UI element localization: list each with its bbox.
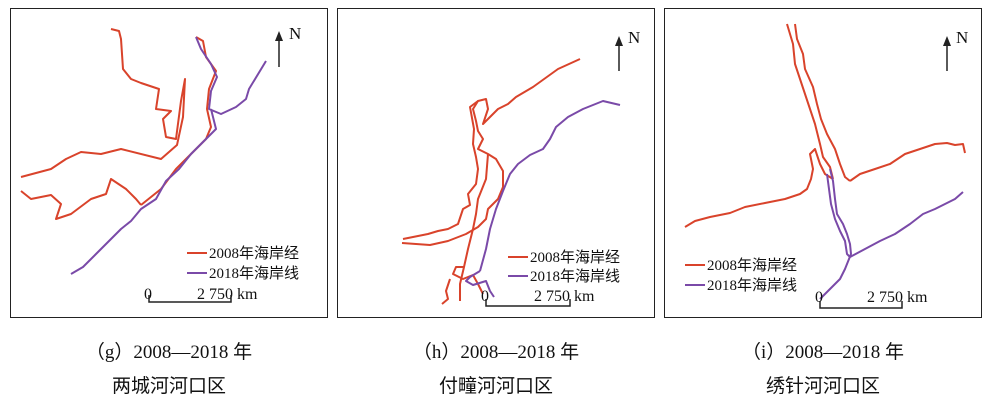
coastline-2018-i <box>819 168 964 300</box>
coastline-2008-i <box>684 23 966 228</box>
legend-2008-g: 2008年海岸经 <box>209 245 299 262</box>
legend-2008-i: 2008年海岸经 <box>707 257 797 274</box>
scale-bar-i: 0 2 750 km <box>815 289 928 309</box>
legend-h: 2008年海岸经 2018年海岸线 <box>508 249 620 285</box>
caption-i-line2: 绣针河河口区 <box>765 376 880 397</box>
north-arrow-h: N <box>615 28 640 71</box>
scale-bar-g: 0 2 750 km <box>144 286 258 303</box>
legend-2008-h: 2008年海岸经 <box>530 249 620 266</box>
north-label-i: N <box>956 28 968 47</box>
legend-2018-g: 2018年海岸线 <box>209 265 299 282</box>
north-label-g: N <box>289 24 301 43</box>
legend-2018-h: 2018年海岸线 <box>530 268 620 285</box>
coastline-2008-g <box>20 28 217 220</box>
scale-value-h: 2 750 km <box>534 288 595 305</box>
legend-2018-i: 2018年海岸线 <box>707 277 797 294</box>
caption-i-line1: （i）2008—2018 年 <box>741 342 905 363</box>
scale-zero-h: 0 <box>481 288 489 305</box>
map-h: N 2008年海岸经 2018年海岸线 0 2 750 km <box>401 28 640 307</box>
scale-value-g: 2 750 km <box>197 286 258 303</box>
map-g: N 2008年海岸经 2018年海岸线 0 2 750 km <box>20 24 301 303</box>
scale-bar-h: 0 2 750 km <box>481 288 595 307</box>
map-panel-i: N 2008年海岸经 2018年海岸线 0 2 750 km <box>664 8 982 318</box>
scale-value-i: 2 750 km <box>867 289 928 306</box>
north-arrow-g: N <box>275 24 301 67</box>
north-label-h: N <box>628 28 640 47</box>
coastline-2018-g <box>70 36 267 275</box>
map-panel-h: N 2008年海岸经 2018年海岸线 0 2 750 km <box>337 8 655 318</box>
map-panel-g: N 2008年海岸经 2018年海岸线 0 2 750 km <box>10 8 328 318</box>
caption-g-line2: 两城河河口区 <box>111 376 226 397</box>
scale-zero-g: 0 <box>144 286 152 303</box>
caption-g-line1: （g）2008—2018 年 <box>85 342 253 363</box>
caption-h-line1: （h）2008—2018 年 <box>412 342 580 363</box>
legend-g: 2008年海岸经 2018年海岸线 <box>187 245 299 282</box>
scale-zero-i: 0 <box>815 289 823 306</box>
caption-h-line2: 付疃河河口区 <box>438 376 553 397</box>
coastline-2008-h <box>401 58 581 305</box>
north-arrow-i: N <box>943 28 968 71</box>
coastline-2018-h <box>465 100 621 298</box>
map-i: N 2008年海岸经 2018年海岸线 0 2 750 km <box>684 23 968 309</box>
legend-i: 2008年海岸经 2018年海岸线 <box>685 257 797 294</box>
